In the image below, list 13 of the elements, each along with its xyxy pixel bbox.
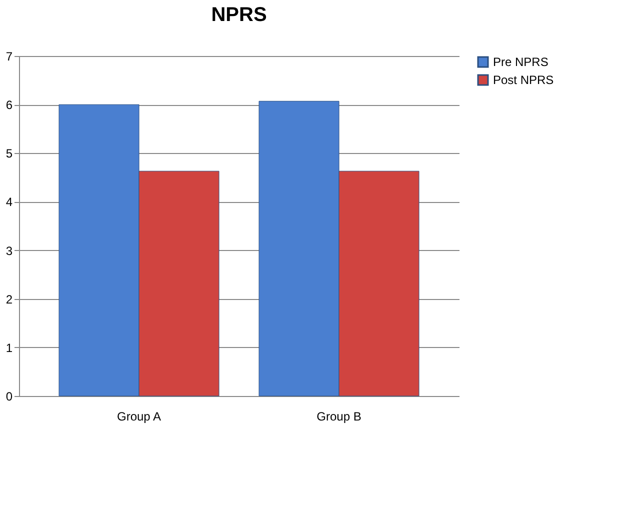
x-tick-label: Group A	[116, 410, 162, 424]
y-tick-label: 2	[6, 292, 13, 306]
y-tick-label: 1	[6, 340, 13, 355]
y-tick-label: 4	[6, 195, 13, 210]
y-tick-label: 0	[6, 390, 13, 404]
y-tick-label: 6	[6, 98, 13, 112]
legend-label: Post NPRS	[493, 73, 554, 87]
y-tick-label: 7	[6, 50, 13, 64]
y-tick-label: 3	[6, 244, 13, 258]
chart-title: NPRS	[211, 4, 267, 26]
x-tick-label: Group B	[316, 410, 362, 424]
legend-label: Pre NPRS	[493, 55, 548, 69]
y-tick-label: 5	[6, 146, 13, 161]
